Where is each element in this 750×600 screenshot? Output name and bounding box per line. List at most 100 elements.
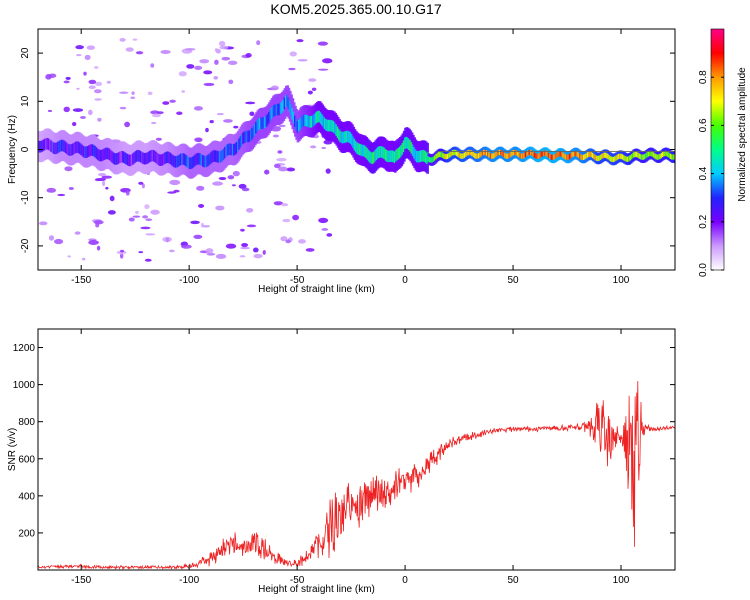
colorbar-tick-label: 0.0: [698, 263, 709, 277]
spectrogram-noise-cell: [141, 183, 145, 189]
spectrogram-noise-cell: [223, 119, 233, 123]
spectrogram-noise-cell: [132, 215, 141, 218]
snr-frame: [37, 328, 676, 571]
spectrogram-noise-cell: [95, 81, 103, 87]
spectrogram-noise-cell: [97, 172, 107, 177]
spectrogram-noise-cell: [285, 239, 291, 244]
spectrogram-noise-cell: [156, 111, 164, 115]
snr-xlabel: Height of straight line (km): [258, 584, 375, 595]
spectrogram-noise-cell: [88, 109, 93, 116]
spectrogram-noise-cell: [118, 91, 129, 94]
snr-ytick-label: 200: [18, 528, 35, 539]
spectrogram-noise-cell: [239, 255, 246, 258]
spectrogram-noise-cell: [86, 45, 96, 50]
spectrogram-noise-cell: [132, 38, 138, 41]
spectrogram-ylabel: Frequency (Hz): [7, 115, 18, 184]
chart-title: KOM5.2025.365.00.10.G17: [270, 1, 442, 17]
spectrogram-noise-cell: [289, 51, 297, 57]
snr-series-line: [38, 380, 675, 570]
spectrogram-noise-cell: [231, 184, 236, 187]
spectrogram-noise-cell: [64, 166, 73, 172]
spectrogram-noise-cell: [162, 101, 170, 105]
spectrogram-noise-cell: [79, 115, 86, 119]
spectrogram-noise-cell: [84, 54, 91, 61]
spectrogram-noise-cell: [167, 191, 177, 194]
spectrogram-noise-cell: [280, 236, 288, 242]
spectrogram-noise-cell: [225, 243, 237, 249]
spectrogram-noise-cell: [205, 248, 214, 254]
colorbar-gradient: [711, 29, 724, 270]
snr-background: [38, 329, 675, 570]
spectrogram-noise-cell: [150, 63, 155, 68]
spectrogram-noise-cell: [135, 210, 139, 215]
spectrogram-noise-cell: [227, 175, 235, 180]
spectrogram-noise-cell: [298, 239, 306, 244]
spectrogram-noise-cell: [215, 253, 227, 259]
spectrogram-noise-cell: [249, 111, 255, 117]
spectrogram-noise-cell: [317, 41, 328, 46]
spectrogram-noise-cell: [48, 235, 55, 241]
spectrogram-noise-cell: [94, 89, 102, 94]
spectrogram-noise-cell: [238, 183, 247, 189]
spectrogram-xtick-label: 0: [402, 275, 408, 286]
spectrogram-noise-cell: [88, 79, 97, 85]
spectrogram-noise-cell: [322, 58, 333, 64]
spectrogram-noise-cell: [233, 125, 239, 129]
spectrogram-noise-cell: [278, 124, 286, 128]
spectrogram-noise-cell: [138, 251, 144, 254]
spectrogram-noise-cell: [241, 243, 249, 248]
spectrogram-noise-cell: [193, 106, 203, 111]
spectrogram-noise-cell: [232, 170, 240, 177]
colorbar-label: Normalized spectral amplitude: [737, 67, 748, 202]
spectrogram-noise-cell: [297, 59, 308, 62]
spectrogram-noise-cell: [107, 210, 116, 215]
snr-ytick-label: 600: [18, 454, 35, 465]
spectrogram-noise-cell: [321, 228, 329, 231]
colorbar: 0.0 0.2 0.4 0.6 0.8 Normalized spectral ampli…: [698, 28, 748, 277]
spectrogram-noise-cell: [83, 71, 87, 76]
spectrogram-noise-cell: [75, 45, 84, 50]
spectrogram-ytick-label: 0: [20, 146, 31, 152]
spectrogram-noise-cell: [318, 217, 329, 224]
spectrogram-noise-cell: [135, 51, 144, 55]
spectrogram-noise-cell: [240, 228, 245, 232]
snr-xtick-label: 100: [613, 575, 630, 586]
snr-xtick-label: -100: [179, 575, 199, 586]
spectrogram-noise-cell: [120, 249, 125, 253]
spectrogram-noise-cell: [184, 47, 196, 51]
spectrogram-noise-cell: [93, 220, 104, 225]
spectrogram-noise-cell: [307, 90, 313, 95]
spectrogram-noise-cell: [310, 145, 317, 149]
colorbar-frame: [710, 28, 725, 271]
snr-ytick-label: 400: [18, 491, 35, 502]
spectrogram-noise-cell: [165, 237, 169, 243]
spectrogram-noise-cell: [221, 56, 231, 61]
spectrogram-noise-cell: [216, 112, 224, 116]
snr-xtick-label: 0: [402, 575, 408, 586]
spectrogram-noise-cell: [65, 76, 71, 80]
spectrogram-noise-cell: [46, 187, 56, 193]
spectrogram-noise-cell: [209, 119, 214, 124]
spectrogram-noise-cell: [169, 99, 176, 103]
spectrogram-data: [38, 37, 675, 262]
spectrogram-noise-cell: [119, 253, 124, 259]
spectrogram-noise-cell: [81, 257, 86, 261]
spectrogram-noise-cell: [282, 218, 291, 223]
spectrogram-noise-cell: [128, 217, 135, 222]
spectrogram-noise-cell: [88, 240, 99, 245]
spectrogram-noise-cell: [39, 221, 48, 226]
spectrogram-noise-cell: [206, 252, 216, 256]
spectrogram-noise-cell: [280, 203, 289, 207]
snr-xtick-label: -150: [71, 575, 91, 586]
spectrogram-noise-cell: [75, 54, 82, 57]
spectrogram-noise-cell: [155, 137, 162, 141]
spectrogram-noise-cell: [144, 204, 150, 210]
spectrogram-noise-cell: [119, 106, 127, 110]
spectrogram-noise-cell: [262, 250, 266, 255]
spectrogram-xtick-label: -100: [179, 275, 199, 286]
spectrogram-noise-cell: [273, 201, 283, 206]
spectrogram-noise-cell: [95, 223, 100, 228]
snr-data: [38, 380, 675, 570]
colorbar-tick-label: 0.8: [698, 70, 709, 84]
